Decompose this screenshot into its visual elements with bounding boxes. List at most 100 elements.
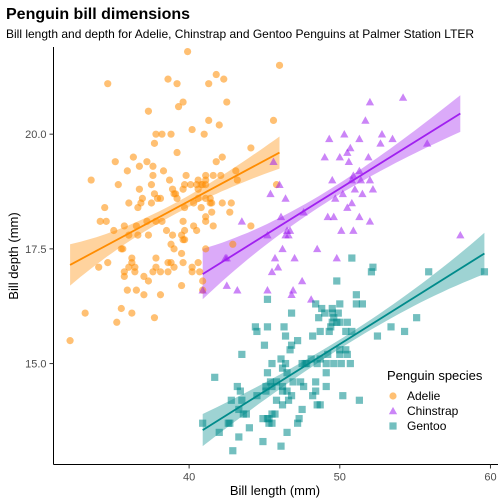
chinstrap-point bbox=[290, 253, 299, 262]
gentoo-point bbox=[343, 350, 351, 358]
chinstrap-point bbox=[388, 134, 397, 143]
chart-title: Penguin bill dimensions bbox=[6, 6, 190, 23]
y-tick-label: 15.0 bbox=[25, 359, 46, 371]
gentoo-point bbox=[322, 359, 330, 368]
adelie-point bbox=[227, 199, 235, 207]
gentoo-point bbox=[480, 268, 489, 276]
adelie-point bbox=[149, 162, 157, 170]
chinstrap-point bbox=[377, 130, 387, 138]
gentoo-point bbox=[277, 355, 285, 363]
chinstrap-point bbox=[335, 152, 344, 161]
gentoo-point bbox=[343, 318, 351, 326]
gentoo-point bbox=[242, 410, 250, 418]
gentoo-point bbox=[266, 378, 275, 386]
gentoo-point bbox=[321, 309, 329, 317]
adelie-point bbox=[114, 181, 122, 189]
gentoo-point bbox=[328, 304, 336, 313]
adelie-point bbox=[184, 47, 192, 56]
adelie-point bbox=[168, 231, 177, 239]
adelie-point bbox=[173, 148, 181, 157]
chinstrap-point bbox=[337, 226, 346, 234]
chinstrap-point bbox=[343, 148, 352, 156]
chinstrap-point bbox=[284, 230, 293, 239]
chart-subtitle: Bill length and depth for Adelie, Chinst… bbox=[6, 27, 474, 41]
chinstrap-point bbox=[456, 230, 465, 239]
adelie-point bbox=[182, 171, 190, 180]
chinstrap-point bbox=[349, 171, 358, 179]
gentoo-point bbox=[336, 300, 344, 308]
adelie-point bbox=[229, 240, 237, 248]
chinstrap-point bbox=[355, 134, 364, 143]
gentoo-point bbox=[280, 323, 288, 331]
adelie-point bbox=[147, 199, 156, 207]
adelie-point bbox=[149, 171, 157, 180]
chinstrap-point bbox=[356, 175, 366, 184]
gentoo-point bbox=[342, 327, 350, 336]
gentoo-point bbox=[287, 341, 296, 349]
chinstrap-point bbox=[398, 93, 408, 101]
gentoo-point bbox=[283, 387, 291, 395]
gentoo-point bbox=[322, 369, 330, 377]
chinstrap-point bbox=[364, 152, 373, 161]
adelie-point bbox=[275, 61, 284, 69]
adelie-point bbox=[194, 259, 202, 267]
chinstrap-point bbox=[423, 139, 432, 147]
gentoo-point bbox=[263, 323, 272, 331]
gentoo-point bbox=[369, 263, 377, 271]
adelie-point bbox=[188, 125, 196, 134]
adelie-point bbox=[101, 203, 109, 212]
adelie-point bbox=[179, 259, 187, 267]
gentoo-point bbox=[324, 350, 332, 358]
gentoo-point bbox=[312, 300, 320, 308]
adelie-point bbox=[173, 194, 181, 203]
gentoo-point bbox=[268, 359, 276, 368]
gentoo-point bbox=[289, 378, 297, 386]
gentoo-point bbox=[336, 346, 344, 354]
chinstrap-point bbox=[328, 175, 337, 184]
gentoo-point bbox=[263, 295, 272, 303]
gentoo-point bbox=[251, 323, 260, 331]
legend-label-chinstrap: Chinstrap bbox=[407, 404, 459, 418]
adelie-point bbox=[135, 162, 143, 170]
gentoo-point bbox=[263, 369, 272, 377]
adelie-point bbox=[140, 291, 148, 299]
adelie-point bbox=[120, 268, 128, 276]
adelie-point bbox=[81, 309, 89, 317]
adelie-point bbox=[218, 199, 226, 207]
chinstrap-point bbox=[263, 286, 272, 294]
legend-label-gentoo: Gentoo bbox=[407, 419, 447, 433]
chinstrap-point bbox=[346, 143, 355, 152]
chinstrap-point bbox=[350, 185, 359, 193]
chinstrap-point bbox=[365, 175, 375, 184]
adelie-point bbox=[150, 139, 159, 147]
adelie-point bbox=[156, 291, 165, 299]
chinstrap-point bbox=[297, 276, 307, 285]
gentoo-point bbox=[413, 314, 421, 322]
chinstrap-point bbox=[340, 130, 349, 138]
gentoo-point bbox=[352, 291, 360, 299]
adelie-point bbox=[134, 231, 142, 239]
adelie-point bbox=[144, 107, 153, 115]
adelie-point bbox=[95, 263, 103, 271]
chinstrap-point bbox=[266, 189, 275, 198]
adelie-point bbox=[179, 217, 187, 225]
adelie-point bbox=[138, 194, 146, 203]
chinstrap-point bbox=[233, 286, 242, 294]
gentoo-point bbox=[337, 359, 345, 368]
gentoo-point bbox=[333, 277, 341, 285]
gentoo-point bbox=[316, 327, 324, 336]
adelie-point bbox=[177, 281, 186, 290]
adelie-point bbox=[190, 199, 198, 207]
adelie-point bbox=[180, 181, 189, 189]
gentoo-point bbox=[358, 300, 366, 308]
chinstrap-point bbox=[198, 286, 207, 294]
adelie-point bbox=[102, 217, 110, 225]
adelie-point bbox=[223, 98, 231, 106]
adelie-point bbox=[125, 199, 133, 207]
adelie-point bbox=[202, 171, 210, 180]
gentoo-point bbox=[316, 355, 324, 363]
adelie-point bbox=[200, 130, 208, 138]
gentoo-point bbox=[283, 428, 291, 436]
chinstrap-point bbox=[267, 267, 277, 276]
